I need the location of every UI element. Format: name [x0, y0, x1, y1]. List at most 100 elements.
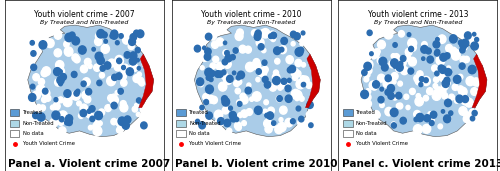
Circle shape — [214, 71, 221, 77]
Circle shape — [76, 101, 82, 106]
Circle shape — [272, 121, 276, 125]
Circle shape — [378, 74, 385, 82]
Circle shape — [422, 42, 427, 48]
Circle shape — [252, 92, 261, 101]
Circle shape — [400, 117, 406, 124]
Circle shape — [469, 109, 476, 117]
Circle shape — [388, 93, 394, 99]
Circle shape — [224, 75, 232, 84]
Circle shape — [206, 112, 212, 119]
Circle shape — [222, 71, 226, 76]
Circle shape — [458, 74, 463, 80]
Circle shape — [378, 96, 384, 103]
Circle shape — [92, 123, 100, 130]
Circle shape — [290, 31, 296, 37]
Circle shape — [447, 117, 451, 121]
Bar — [343, 109, 352, 116]
Circle shape — [72, 71, 77, 77]
Circle shape — [372, 54, 376, 59]
Circle shape — [265, 113, 268, 117]
Circle shape — [285, 118, 293, 127]
Circle shape — [57, 76, 64, 84]
Circle shape — [466, 77, 474, 86]
Circle shape — [372, 111, 380, 118]
Circle shape — [197, 108, 204, 115]
Circle shape — [468, 65, 476, 74]
Circle shape — [212, 56, 218, 63]
Circle shape — [228, 106, 232, 110]
Circle shape — [120, 73, 126, 80]
Circle shape — [218, 82, 227, 91]
Circle shape — [410, 88, 416, 95]
Circle shape — [114, 63, 122, 71]
Circle shape — [262, 76, 268, 83]
Circle shape — [305, 125, 310, 130]
Circle shape — [28, 94, 36, 101]
Circle shape — [362, 120, 370, 128]
Text: Non-Treated: Non-Treated — [356, 121, 388, 126]
Circle shape — [118, 117, 126, 126]
Circle shape — [30, 61, 34, 65]
Circle shape — [398, 61, 403, 66]
Circle shape — [224, 41, 226, 45]
Text: Treated: Treated — [189, 110, 209, 115]
Circle shape — [464, 112, 469, 118]
Circle shape — [137, 72, 141, 77]
Circle shape — [31, 64, 36, 70]
Circle shape — [302, 83, 305, 87]
Circle shape — [126, 68, 134, 76]
Circle shape — [136, 47, 140, 53]
Circle shape — [80, 109, 86, 117]
Circle shape — [122, 122, 130, 129]
Circle shape — [270, 32, 276, 38]
Circle shape — [80, 65, 87, 73]
Circle shape — [236, 124, 242, 130]
Circle shape — [462, 39, 469, 47]
Circle shape — [130, 57, 134, 63]
Circle shape — [369, 129, 373, 133]
Circle shape — [266, 112, 274, 119]
Circle shape — [42, 67, 50, 76]
Circle shape — [440, 53, 447, 61]
Circle shape — [36, 85, 45, 94]
Circle shape — [364, 62, 372, 70]
Circle shape — [54, 49, 62, 57]
Text: Treated: Treated — [22, 110, 42, 115]
Circle shape — [262, 60, 267, 65]
Text: By Treated and Non-Treated: By Treated and Non-Treated — [40, 20, 129, 25]
Circle shape — [256, 38, 264, 47]
Circle shape — [71, 33, 75, 37]
Circle shape — [116, 41, 119, 45]
Circle shape — [139, 80, 144, 86]
Circle shape — [50, 119, 58, 127]
Circle shape — [201, 54, 208, 61]
Circle shape — [38, 113, 45, 121]
Circle shape — [65, 33, 73, 42]
Circle shape — [383, 79, 391, 88]
Circle shape — [106, 76, 116, 86]
Circle shape — [216, 62, 224, 70]
Text: Youth Violent Crime: Youth Violent Crime — [189, 141, 241, 146]
Circle shape — [54, 98, 58, 102]
Circle shape — [196, 119, 200, 124]
Circle shape — [460, 47, 465, 53]
Circle shape — [386, 81, 391, 87]
Circle shape — [295, 70, 301, 77]
Circle shape — [277, 96, 282, 102]
Circle shape — [124, 52, 130, 58]
Circle shape — [385, 89, 390, 95]
Circle shape — [204, 53, 211, 60]
Circle shape — [202, 93, 209, 100]
Circle shape — [296, 80, 304, 89]
Circle shape — [298, 47, 304, 53]
Circle shape — [470, 32, 475, 37]
Circle shape — [236, 79, 242, 85]
Circle shape — [60, 74, 66, 80]
Polygon shape — [306, 54, 320, 108]
Circle shape — [270, 122, 276, 128]
Circle shape — [385, 107, 393, 116]
Circle shape — [280, 106, 287, 114]
Circle shape — [64, 90, 71, 97]
Circle shape — [37, 48, 41, 53]
Circle shape — [369, 117, 373, 121]
